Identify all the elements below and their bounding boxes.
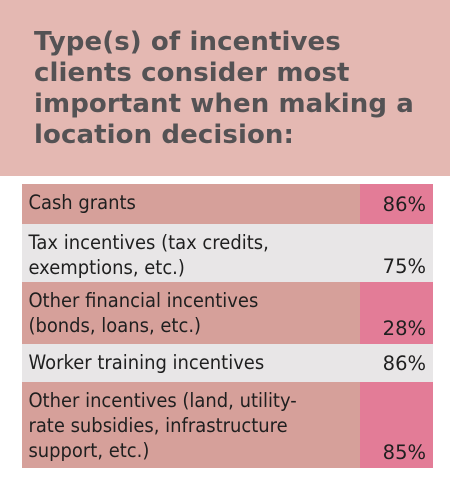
row-label: Worker training incentives <box>22 344 333 382</box>
row-value: 75% <box>382 255 426 278</box>
table-row-tax-incentives: Tax incentives (tax credits, exemptions,… <box>22 224 433 282</box>
row-label-line: Other financial incentives <box>28 289 259 312</box>
table-row-other-incentives: Other incentives (land, utility- rate su… <box>22 382 433 468</box>
row-label-line: rate subsidies, infrastructure <box>28 414 288 437</box>
row-label-line: exemptions, etc.) <box>28 256 185 279</box>
row-value: 86% <box>360 184 433 224</box>
row-label-line: (bonds, loans, etc.) <box>28 314 202 337</box>
row-label: Other incentives (land, utility- rate su… <box>22 382 333 468</box>
row-value: 28% <box>360 282 433 344</box>
row-label-line: Other incentives (land, utility- <box>28 389 297 412</box>
row-label-line: Worker training incentives <box>28 351 265 374</box>
row-label: Cash grants <box>22 184 333 224</box>
row-label-line: Cash grants <box>28 191 136 214</box>
row-label: Tax incentives (tax credits, exemptions,… <box>22 224 333 282</box>
row-value: 86% <box>382 351 426 375</box>
row-label-line: Tax incentives (tax credits, <box>28 231 269 254</box>
row-value: 85% <box>360 382 433 468</box>
header-panel: Type(s) of incentives clients consider m… <box>0 0 450 176</box>
row-label-line: support, etc.) <box>28 439 150 462</box>
chart-title: Type(s) of incentives clients consider m… <box>34 27 414 150</box>
table-row-cash-grants: Cash grants 86% <box>22 184 433 224</box>
table-row-other-financial: Other financial incentives (bonds, loans… <box>22 282 433 344</box>
row-label: Other financial incentives (bonds, loans… <box>22 282 333 344</box>
incentives-table: Cash grants 86% Tax incentives (tax cred… <box>0 176 450 492</box>
table-row-worker-training: Worker training incentives 86% <box>22 344 433 382</box>
